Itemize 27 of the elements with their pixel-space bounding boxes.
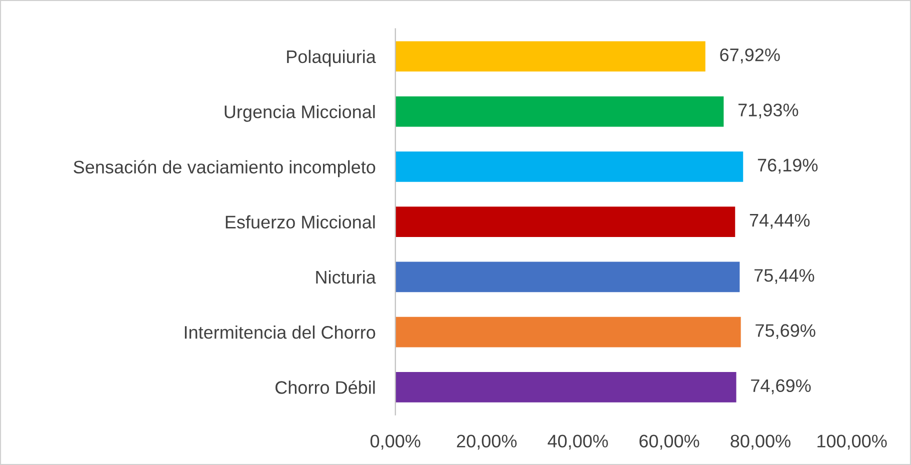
bar — [395, 206, 736, 237]
bar — [395, 96, 724, 127]
y-tick-label: Chorro Débil — [276, 380, 375, 394]
data-label: 71,93% — [738, 104, 798, 119]
y-tick-label: Nicturia — [316, 270, 376, 284]
data-label: 67,92% — [720, 48, 780, 64]
x-tick-label: 20,00% — [456, 434, 517, 450]
bar — [395, 262, 740, 292]
data-label: 76,19% — [758, 158, 818, 174]
x-tick-label: 100,00% — [818, 434, 887, 450]
bar — [395, 372, 736, 402]
x-tick-label: 80,00% — [730, 434, 790, 450]
data-label: 75,69% — [756, 324, 816, 340]
x-tick-label: 60,00% — [640, 434, 700, 450]
data-label: 74,44% — [750, 214, 810, 229]
bar — [395, 316, 741, 348]
y-tick-label: Intermitencia del Chorro — [184, 326, 376, 339]
y-tick-label: Esfuerzo Miccional — [226, 215, 375, 229]
x-tick-label: 0,00% — [370, 434, 420, 450]
data-label: 75,44% — [754, 269, 814, 284]
y-tick-label: Sensación de vaciamiento incompleto — [74, 160, 376, 178]
bar — [395, 41, 706, 72]
y-tick-label: Polaquiuria — [287, 50, 376, 67]
y-tick-label: Urgencia Miccional — [224, 104, 375, 122]
x-tick-label: 40,00% — [548, 434, 608, 450]
bar — [395, 152, 744, 182]
data-label: 74,69% — [751, 379, 811, 394]
